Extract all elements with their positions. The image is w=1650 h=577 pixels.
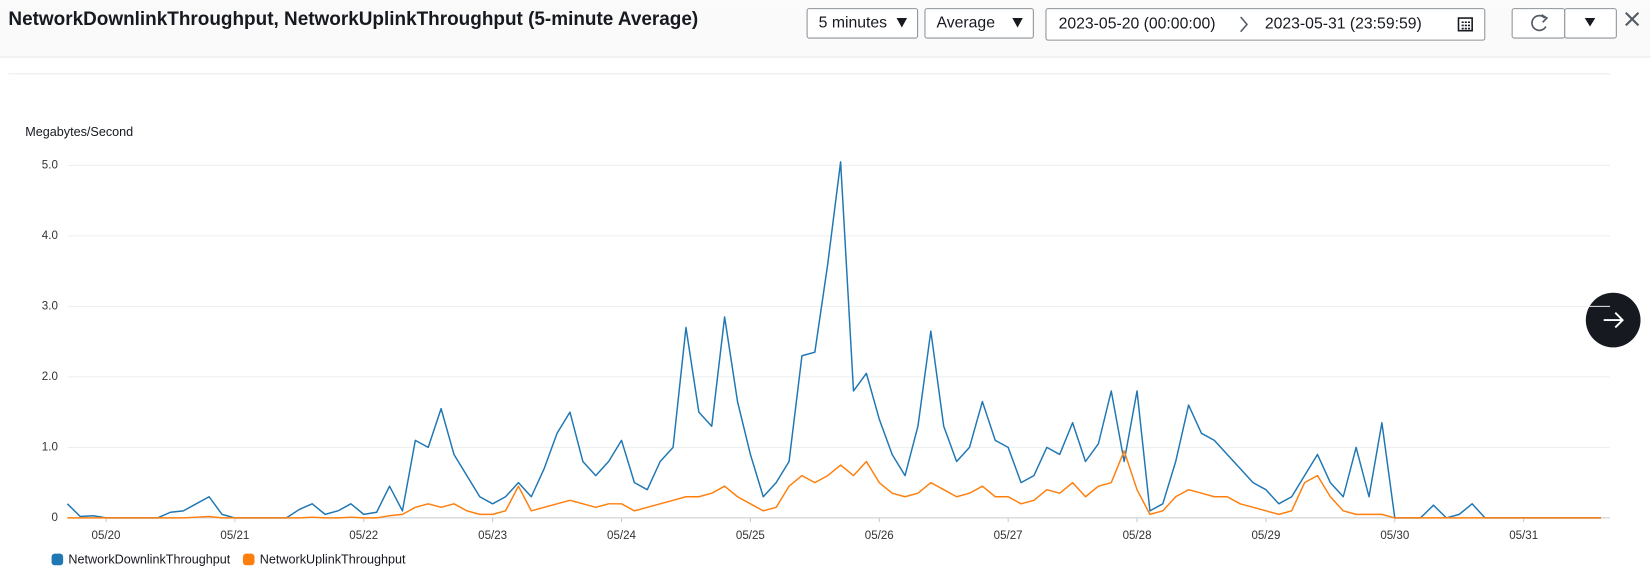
date-range[interactable]: 2023-05-20 (00:00:00) 2023-05-31 (23:59:… [1045,8,1486,41]
y-axis-label: Megabytes/Second [25,125,133,139]
y-tick-label: 2.0 [42,371,58,383]
dropdown-box[interactable] [806,8,919,39]
legend-label: NetworkUplinkThroughput [260,552,406,566]
refresh-arrow [1541,14,1549,23]
close-button[interactable] [1625,12,1640,27]
date-box[interactable] [1045,8,1486,41]
refresh-button[interactable] [1511,8,1566,39]
legend-swatch [242,553,255,566]
calendar-frame [1457,17,1473,32]
x-tick-label: 05/22 [349,530,378,542]
end-date[interactable]: 2023-05-31 (23:59:59) [1265,16,1422,33]
calendar-grid [1461,21,1471,30]
x-tick-label: 05/31 [1509,530,1538,542]
statistic-label[interactable]: Average [937,14,996,31]
statistic-dropdown[interactable]: Average [924,8,1034,39]
y-tick-label: 0 [51,512,57,524]
caret [1584,18,1596,27]
refresh-options[interactable] [1564,8,1617,39]
caret [896,18,908,28]
legend-label: NetworkDownlinkThroughput [68,552,230,566]
start-date[interactable]: 2023-05-20 (00:00:00) [1059,16,1216,33]
chart-title: NetworkDownlinkThroughput, NetworkUplink… [8,9,698,30]
legend-swatch [51,553,64,566]
calendar-icon[interactable] [1457,17,1473,32]
y-tick-label: 5.0 [42,159,58,171]
y-tick-label: 4.0 [42,230,58,242]
x-tick-label: 05/27 [994,530,1023,542]
period-dropdown[interactable]: 5 minutes [806,8,919,39]
x-tick-label: 05/26 [865,530,894,542]
caret [1012,18,1023,28]
x-tick-label: 05/29 [1251,530,1280,542]
x-tick-label: 05/21 [220,530,249,542]
x-tick-label: 05/23 [478,530,507,542]
next-arrow [1603,312,1624,329]
refresh-icon [1531,14,1547,32]
series-line [67,450,1601,519]
y-tick-label: 1.0 [42,441,58,453]
y-tick-label: 3.0 [42,300,58,312]
x-tick-label: 05/20 [92,530,121,542]
next-button[interactable] [1585,292,1641,348]
x-tick-label: 05/25 [736,530,765,542]
chevron [1240,16,1249,33]
period-label[interactable]: 5 minutes [819,14,887,31]
x-tick-label: 05/24 [607,530,637,542]
button-box[interactable] [1511,8,1566,39]
dropdown-box[interactable] [924,8,1034,39]
x-tick-label: 05/28 [1123,530,1152,542]
series-line [66,161,1601,519]
x-tick-label: 05/30 [1380,530,1409,542]
